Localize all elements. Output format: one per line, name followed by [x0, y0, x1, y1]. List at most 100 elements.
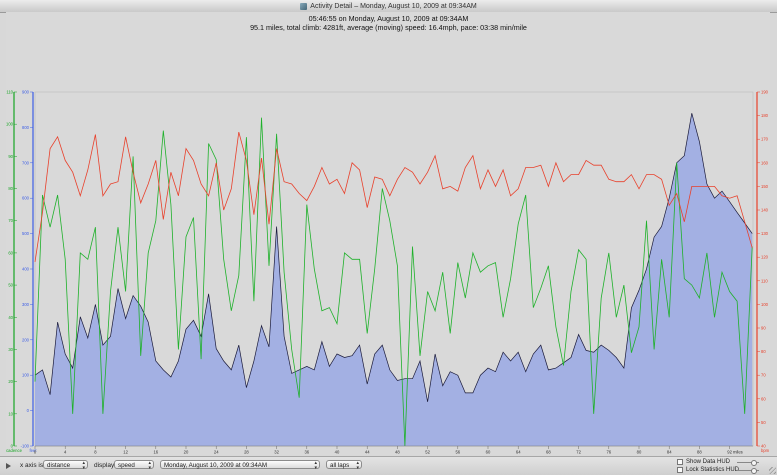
axis-distance-tick-label: 80 — [637, 450, 642, 455]
axis-distance-tick-label: 72 — [576, 450, 581, 455]
show-data-hud-label: Show Data HUD — [686, 459, 731, 465]
popup-arrows-icon: ▴ ▾ — [356, 460, 359, 471]
axis-altitude-tick-label: 400 — [22, 267, 30, 272]
axis-cadence-tick-label: 30 — [8, 347, 13, 352]
axis-distance-tick-label: 8 — [94, 450, 97, 455]
axis-altitude-tick-label: 800 — [22, 125, 30, 130]
axis-cadence-tick-label: 0 — [11, 444, 14, 449]
axis-cadence-tick-label: 90 — [8, 154, 13, 159]
axis-cadence-tick-label: 60 — [8, 250, 13, 255]
axis-distance-tick-label: 48 — [395, 450, 400, 455]
axis-heart-rate-tick-label: 100 — [761, 302, 769, 307]
popup-arrows-icon: ▴ ▾ — [82, 460, 85, 471]
axis-heart-rate-tick-label: 190 — [761, 90, 769, 95]
axis-cadence-title: cadence — [6, 448, 23, 453]
axis-altitude-tick-label: 100 — [22, 373, 30, 378]
axis-distance-tick-label: 56 — [455, 450, 460, 455]
axis-heart-rate-tick-label: 150 — [761, 184, 769, 189]
axis-distance-tick-label: 52 — [425, 450, 430, 455]
axis-heart-rate-tick-label: 170 — [761, 137, 769, 142]
axis-distance-tick-label: 28 — [244, 450, 249, 455]
axis-distance-tick-label: 16 — [153, 450, 158, 455]
lock-statistics-hud-label: Lock Statistics HUD — [686, 467, 740, 473]
display-select-value: speed — [118, 462, 135, 469]
x-axis-select[interactable]: distance ▴ ▾ — [43, 460, 88, 471]
axis-distance-tick-label: 84 — [667, 450, 672, 455]
axis-distance-tick-label: 88 — [697, 450, 702, 455]
axis-altitude-tick-label: -100 — [21, 444, 30, 449]
axis-heart-rate-tick-label: 70 — [761, 373, 766, 378]
display-select[interactable]: speed ▴ ▾ — [114, 460, 154, 471]
axis-altitude-tick-label: 600 — [22, 196, 30, 201]
axis-cadence-tick-label: 110 — [6, 90, 13, 95]
activity-summary: 05:46:55 on Monday, August 10, 2009 at 0… — [0, 14, 777, 32]
axis-altitude-tick-label: 700 — [22, 160, 30, 165]
activity-select[interactable]: Monday, August 10, 2009 at 09:34AM ▴ ▾ — [160, 460, 320, 471]
lock-statistics-hud-option[interactable]: Lock Statistics HUD — [677, 467, 739, 473]
play-icon[interactable] — [6, 463, 11, 469]
slider-knob[interactable] — [751, 460, 757, 466]
axis-distance-tick-label: 68 — [546, 450, 551, 455]
axis-distance-tick-label: 32 — [274, 450, 279, 455]
axis-heart-rate-title: bpm — [761, 448, 770, 453]
axis-distance-tick-label: 4 — [64, 450, 67, 455]
axis-distance-tick-label: 0 — [34, 450, 37, 455]
axis-cadence-tick-label: 100 — [6, 122, 14, 127]
axis-distance-tick-label: 60 — [486, 450, 491, 455]
bottom-toolbar: x axis is: distance ▴ ▾ display: speed ▴ ▾… — [0, 456, 777, 475]
axis-distance-tick-label: 12 — [123, 450, 128, 455]
axis-heart-rate-tick-label: 160 — [761, 160, 769, 165]
resize-grip-icon[interactable] — [769, 467, 776, 474]
axis-distance-tick-label: 40 — [335, 450, 340, 455]
axis-cadence-tick-label: 50 — [8, 283, 13, 288]
summary-stats-line: 95.1 miles, total climb: 4281ft, average… — [250, 23, 527, 32]
axis-cadence-tick-label: 80 — [8, 186, 13, 191]
axis-distance-tick-label: 36 — [304, 450, 309, 455]
statistics-hud-opacity-slider[interactable] — [737, 468, 759, 474]
axis-heart-rate-tick-label: 120 — [761, 255, 769, 260]
axis-cadence-tick-label: 20 — [8, 379, 13, 384]
axis-heart-rate-tick-label: 80 — [761, 349, 766, 354]
popup-arrows-icon: ▴ ▾ — [314, 460, 317, 471]
axis-heart-rate-tick-label: 130 — [761, 231, 769, 236]
axis-cadence-tick-label: 10 — [8, 411, 13, 416]
axis-heart-rate-tick-label: 110 — [761, 278, 768, 283]
window-title: Activity Detail – Monday, August 10, 200… — [310, 2, 477, 10]
axis-heart-rate-tick-label: 60 — [761, 396, 766, 401]
axis-distance-tick-label: 76 — [606, 450, 611, 455]
axis-distance-title: miles — [733, 450, 743, 455]
axis-cadence-tick-label: 70 — [8, 218, 13, 223]
x-axis-select-value: distance — [47, 462, 71, 469]
laps-select[interactable]: all laps ▴ ▾ — [326, 460, 362, 471]
lock-statistics-hud-checkbox[interactable] — [677, 467, 683, 473]
show-data-hud-checkbox[interactable] — [677, 459, 683, 465]
activity-chart[interactable]: 0102030405060708090100110cadence-1000100… — [0, 0, 777, 456]
axis-altitude-tick-label: 200 — [22, 337, 30, 342]
activity-select-value: Monday, August 10, 2009 at 09:34AM — [164, 462, 268, 469]
axis-altitude-title: feet — [30, 448, 38, 453]
display-label: display: — [94, 462, 117, 469]
axis-distance-tick-label: 64 — [516, 450, 521, 455]
axis-heart-rate-tick-label: 140 — [761, 208, 769, 213]
axis-altitude-tick-label: 900 — [22, 90, 30, 95]
axis-distance-tick-label: 24 — [214, 450, 219, 455]
axis-distance-tick-label: 20 — [184, 450, 189, 455]
series-altitude-line — [34, 113, 753, 402]
axis-altitude-tick-label: 0 — [27, 408, 30, 413]
axis-heart-rate-tick-label: 50 — [761, 420, 766, 425]
x-axis-label: x axis is: — [20, 462, 45, 469]
app-icon — [300, 2, 308, 10]
data-hud-opacity-slider[interactable] — [737, 460, 759, 466]
axis-heart-rate-tick-label: 40 — [761, 444, 766, 449]
series-altitude-area — [35, 113, 753, 446]
axis-altitude-tick-label: 500 — [22, 231, 30, 236]
axis-altitude-tick-label: 300 — [22, 302, 30, 307]
axis-distance-tick-label: 92 — [727, 450, 732, 455]
show-data-hud-option[interactable]: Show Data HUD — [677, 459, 730, 465]
series-heart-rate-line — [34, 131, 753, 262]
summary-duration-line: 05:46:55 on Monday, August 10, 2009 at 0… — [308, 14, 469, 23]
popup-arrows-icon: ▴ ▾ — [148, 460, 151, 471]
slider-knob[interactable] — [751, 468, 757, 474]
laps-select-value: all laps — [330, 462, 350, 469]
